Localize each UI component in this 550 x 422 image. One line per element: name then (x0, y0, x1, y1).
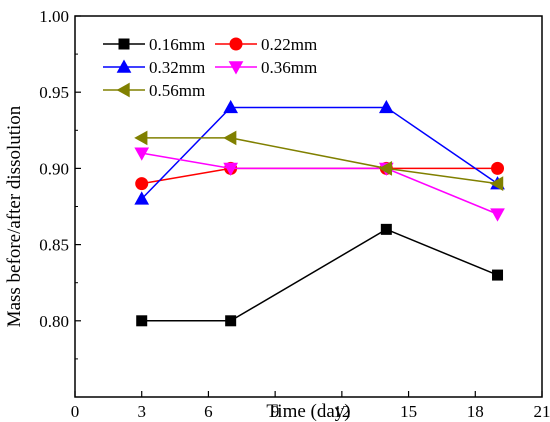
x-tick-label: 9 (271, 402, 280, 421)
series-line (141, 106, 498, 200)
legend-label: 0.16mm (149, 35, 205, 54)
legend-marker (229, 37, 243, 51)
legend-item-0.22mm: 0.22mm (215, 35, 317, 54)
data-point (378, 161, 393, 176)
data-point (225, 315, 237, 327)
series-0.32mm (134, 99, 505, 205)
series-0.56mm (134, 130, 504, 191)
x-tick-label: 0 (71, 402, 80, 421)
y-tick-label: 0.80 (39, 312, 69, 331)
x-tick-label: 15 (400, 402, 417, 421)
series-layer (134, 99, 505, 327)
legend-item-0.16mm: 0.16mm (103, 35, 205, 54)
series-line (141, 228, 498, 322)
legend-label: 0.32mm (149, 58, 205, 77)
legend-item-0.36mm: 0.36mm (215, 58, 317, 77)
x-tick-label: 6 (204, 402, 213, 421)
legend-label: 0.56mm (149, 81, 205, 100)
series-line (141, 137, 498, 185)
data-point (223, 162, 239, 176)
data-point (490, 208, 505, 222)
series-0.22mm (135, 161, 505, 191)
data-point (489, 176, 504, 191)
legend-marker (118, 38, 130, 50)
data-point (134, 147, 150, 161)
legend-label: 0.22mm (261, 35, 317, 54)
legend-marker (116, 82, 130, 98)
data-point (134, 191, 150, 205)
data-point (378, 99, 394, 114)
x-tick-label: 18 (467, 402, 484, 421)
data-point (491, 161, 505, 175)
legend-item-0.32mm: 0.32mm (103, 58, 205, 77)
legend-marker (116, 59, 132, 73)
x-tick-label: 21 (534, 402, 550, 421)
series-0.16mm (136, 223, 504, 327)
data-point (492, 269, 504, 281)
plot-area-frame (74, 15, 543, 398)
y-tick-label: 0.85 (39, 236, 69, 255)
x-tick-label: 12 (333, 402, 350, 421)
data-point (134, 130, 148, 146)
legend-marker (228, 61, 244, 75)
legend-label: 0.36mm (261, 58, 317, 77)
data-point (223, 130, 237, 146)
x-tick-label: 3 (137, 402, 146, 421)
data-point (380, 223, 392, 235)
series-line (141, 152, 498, 215)
data-point (136, 315, 148, 327)
legend: 0.16mm 0.22mm 0.32mm 0.36mm 0.56mm (103, 35, 317, 100)
axis-ticks: 0 3 6 9 12 15 18 21 0.80 0.85 0.90 0.95 1.00 (39, 7, 550, 421)
data-point (223, 99, 239, 114)
y-tick-label: 1.00 (39, 7, 69, 26)
y-tick-label: 0.95 (39, 83, 69, 102)
y-tick-label: 0.90 (39, 159, 69, 178)
x-axis-title: Time (day) (266, 401, 350, 422)
series-0.36mm (134, 147, 505, 222)
legend-item-0.56mm: 0.56mm (103, 81, 205, 100)
y-axis-title: Mass before/after dissolution (4, 105, 25, 327)
data-point (135, 177, 149, 191)
